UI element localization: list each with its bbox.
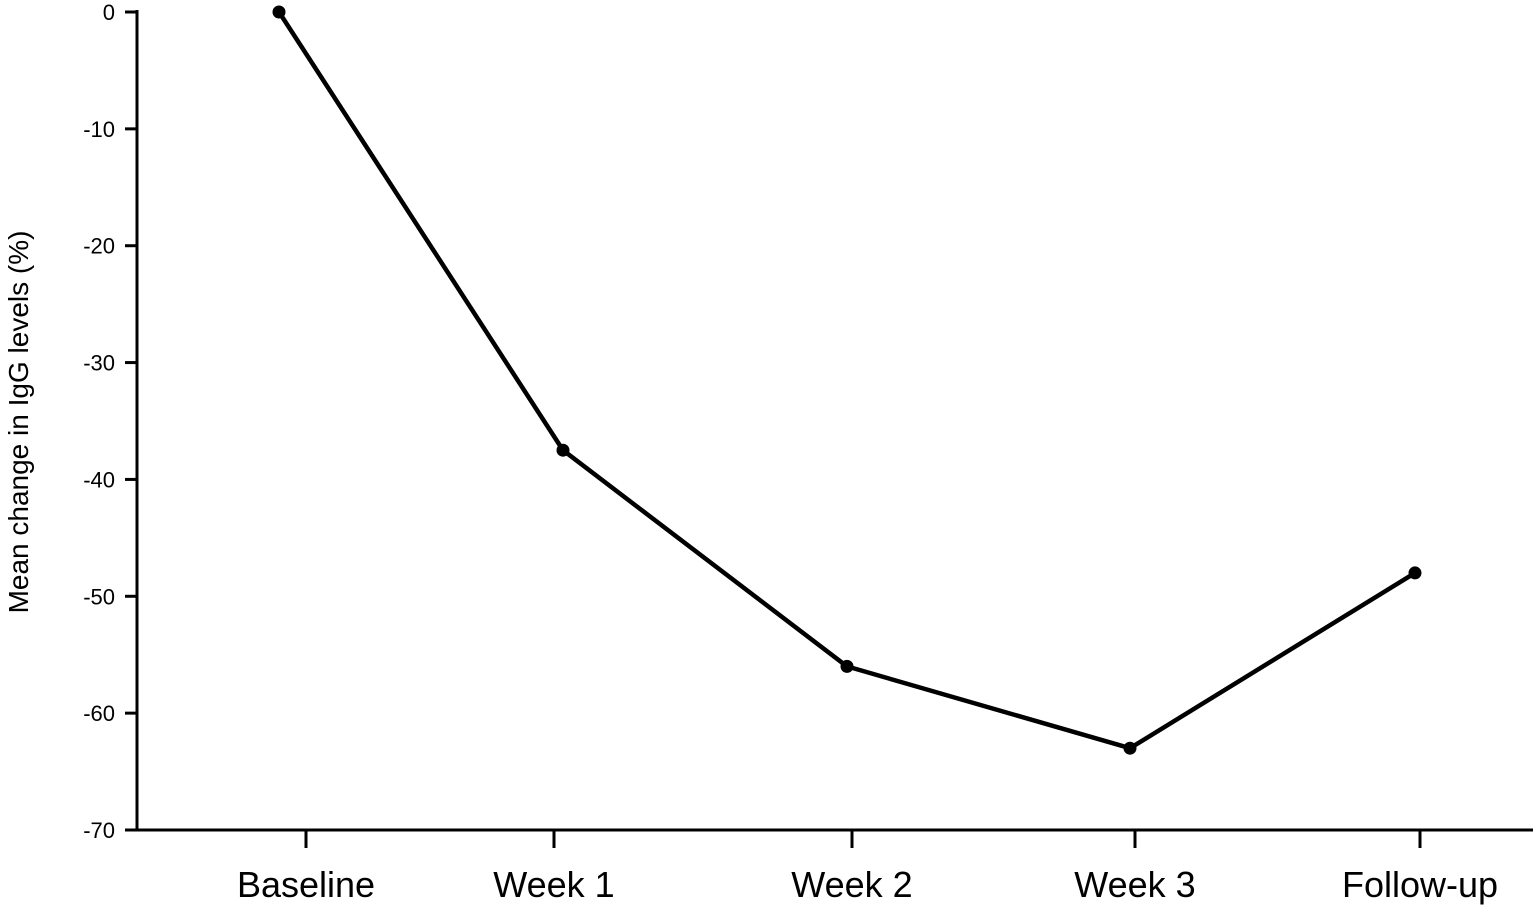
y-tick-label: -20 xyxy=(83,234,115,259)
x-tick-label: Week 3 xyxy=(1074,864,1195,905)
data-point-marker xyxy=(556,443,570,457)
y-axis-label: Mean change in IgG levels (%) xyxy=(3,231,34,614)
data-point-marker xyxy=(1123,741,1137,755)
x-axis: Baseline Week 1 Week 2 Week 3 Follow-up xyxy=(135,828,1533,905)
x-tick-label: Week 2 xyxy=(791,864,912,905)
y-tick-label: 0 xyxy=(103,0,115,25)
y-axis: 0 -10 -20 -30 -40 -50 -60 -70 xyxy=(83,0,139,843)
y-tick-label: -40 xyxy=(83,467,115,492)
series-line xyxy=(276,9,1418,751)
y-tick-label: -60 xyxy=(83,701,115,726)
x-tick-label: Baseline xyxy=(237,864,375,905)
y-tick-label: -10 xyxy=(83,117,115,142)
data-point-marker xyxy=(840,659,854,673)
x-tick-label: Follow-up xyxy=(1342,864,1498,905)
series-line-group xyxy=(272,5,1422,755)
y-tick-label: -70 xyxy=(83,818,115,843)
y-tick-label: -30 xyxy=(83,351,115,376)
data-point-marker xyxy=(272,5,286,19)
y-tick-label: -50 xyxy=(83,584,115,609)
data-point-marker xyxy=(1408,566,1422,580)
x-tick-label: Week 1 xyxy=(493,864,614,905)
